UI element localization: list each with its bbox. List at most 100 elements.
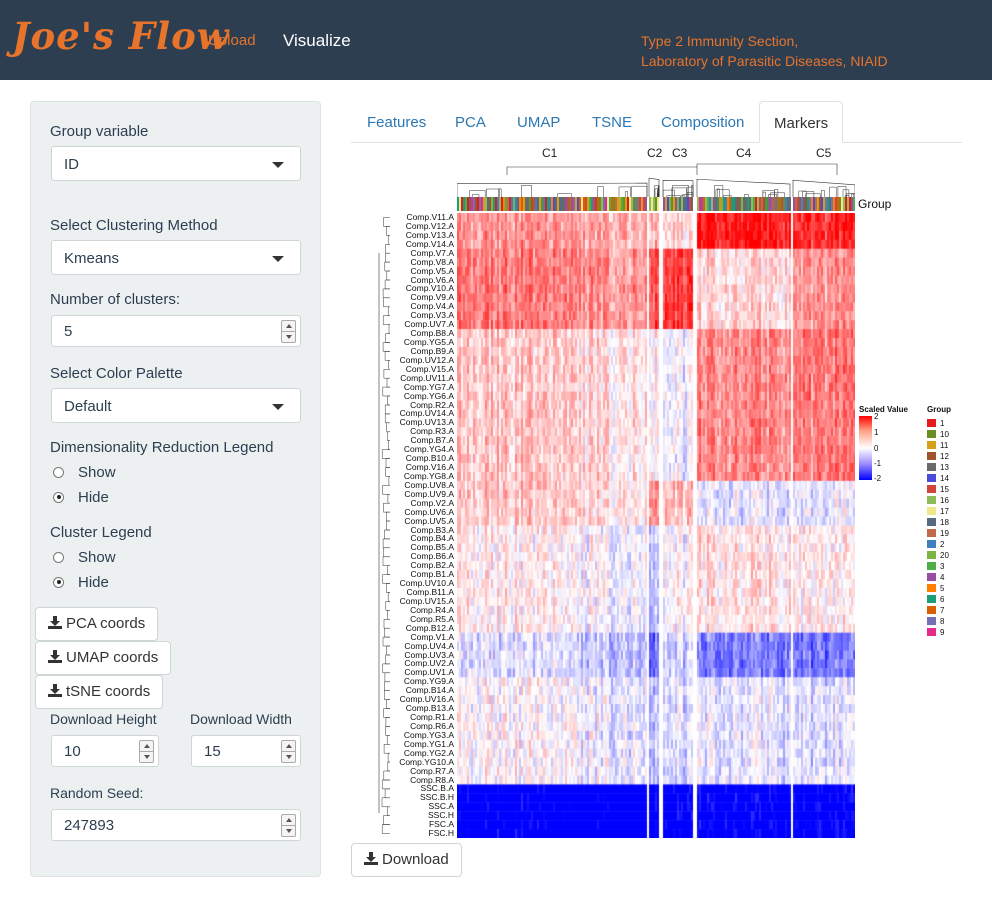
nav-visualize-link[interactable]: Visualize — [283, 31, 351, 50]
heatmap-row-label: Comp.UV13.A — [399, 417, 454, 428]
heatmap-row-label: Comp.V5.A — [410, 265, 454, 276]
heatmap-row-label: Comp.V8.A — [410, 256, 454, 267]
scale-tick: 0 — [874, 444, 879, 453]
heatmap-row-label: Comp.UV15.A — [399, 595, 454, 606]
legend-swatch — [927, 452, 936, 460]
cluster-legend-hide-radio[interactable]: Hide — [53, 574, 109, 591]
group-legend-item: 17 — [927, 507, 949, 516]
heatmap-row-label: Comp.V2.A — [410, 497, 454, 508]
heatmap-row-label: Comp.UV16.A — [399, 694, 454, 705]
num-clusters-input[interactable]: 5 — [51, 315, 301, 347]
legend-label: 1 — [940, 419, 945, 428]
heatmap-row-label: Comp.R4.A — [410, 604, 454, 615]
group-legend-item: 3 — [927, 562, 944, 571]
download-width-label: Download Width — [190, 711, 292, 727]
heatmap-cells — [457, 213, 855, 838]
dimred-legend-label: Dimensionality Reduction Legend — [50, 439, 274, 456]
pca-coords-button[interactable]: PCA coords — [35, 607, 159, 641]
radio-on-icon[interactable] — [53, 491, 64, 503]
spinner-icon[interactable] — [139, 740, 154, 763]
download-height-label: Download Height — [50, 711, 157, 727]
legend-label: 17 — [940, 507, 949, 516]
group-legend-item: 1 — [927, 419, 944, 428]
brand-logo[interactable]: Joe's Flow — [12, 14, 230, 58]
num-clusters-label: Number of clusters: — [50, 291, 181, 308]
heatmap-row-label: Comp.V14.A — [405, 238, 454, 249]
heatmap-row-label: Comp.B8.A — [410, 328, 454, 339]
heatmap-row-label: Comp.R5.A — [410, 613, 454, 624]
spinner-icon[interactable] — [281, 740, 296, 763]
heatmap-row-label: Comp.B7.A — [410, 435, 454, 446]
group-legend-item: 10 — [927, 430, 949, 439]
umap-coords-button[interactable]: UMAP coords — [35, 641, 172, 675]
radio-off-icon[interactable] — [53, 551, 64, 563]
group-legend-title: Group — [927, 405, 951, 414]
legend-swatch — [927, 430, 936, 438]
heatmap-row-label: SSC.B.A — [420, 783, 454, 794]
radio-off-icon[interactable] — [53, 466, 64, 478]
legend-swatch — [927, 485, 936, 493]
legend-label: 8 — [940, 617, 945, 626]
column-dendrogram — [457, 163, 855, 197]
legend-label: 14 — [940, 474, 949, 483]
random-seed-input[interactable]: 247893 — [51, 809, 301, 841]
dimred-legend-hide-radio[interactable]: Hide — [53, 489, 109, 506]
chevron-down-icon — [272, 162, 284, 168]
chevron-down-icon — [272, 404, 284, 410]
color-palette-select[interactable]: Default — [51, 388, 301, 423]
top-navbar: Joe's Flow Upload Visualize Type 2 Immun… — [0, 0, 992, 80]
cluster-label-c4: C4 — [736, 146, 752, 160]
download-width-input[interactable]: 15 — [191, 735, 301, 767]
group-legend-item: 4 — [927, 573, 944, 582]
spinner-icon[interactable] — [281, 814, 296, 837]
legend-swatch — [927, 573, 936, 581]
heatmap-row-label: Comp.YG10.A — [399, 756, 454, 767]
clustering-method-select[interactable]: Kmeans — [51, 240, 301, 275]
legend-label: 12 — [940, 452, 949, 461]
radio-label: Show — [78, 549, 116, 566]
heatmap-row-label: Comp.UV8.A — [404, 479, 454, 490]
tsne-coords-button[interactable]: tSNE coords — [35, 675, 164, 709]
heatmap-row-label: Comp.B5.A — [410, 542, 454, 553]
heatmap-row-label: Comp.V15.A — [405, 363, 454, 374]
tab-markers[interactable]: Markers — [759, 101, 844, 143]
legend-swatch — [927, 551, 936, 559]
num-clusters-value: 5 — [64, 323, 73, 340]
cluster-legend-show-radio[interactable]: Show — [53, 549, 116, 566]
download-icon — [48, 684, 62, 697]
row-labels: Comp.V11.A Comp.V12.A Comp.V13.A Comp.V14.A… — [351, 213, 454, 838]
download-button[interactable]: Download — [351, 843, 462, 877]
heatmap-row-label: Comp.R6.A — [410, 720, 454, 731]
legend-label: 11 — [940, 441, 949, 450]
spinner-icon[interactable] — [281, 320, 296, 343]
heatmap-row-label: Comp.UV11.A — [400, 372, 454, 383]
heatmap-row-label: Comp.UV12.A — [399, 354, 454, 365]
heatmap-row-label: FSC.A — [428, 819, 454, 830]
radio-on-icon[interactable] — [53, 576, 64, 588]
download-height-value: 10 — [64, 743, 81, 760]
tab-bar: Features PCA UMAP TSNE Composition Marke… — [351, 101, 962, 143]
heatmap-row-label: Comp.UV6.A — [404, 506, 454, 517]
group-legend-item: 14 — [927, 474, 949, 483]
tab-pca[interactable]: PCA — [455, 114, 486, 131]
heatmap-row-label: Comp.B3.A — [410, 524, 454, 535]
tab-tsne[interactable]: TSNE — [592, 114, 633, 131]
download-height-input[interactable]: 10 — [51, 735, 159, 767]
chevron-down-icon — [272, 256, 284, 262]
organization-info: Type 2 Immunity Section, Laboratory of P… — [641, 31, 888, 71]
cluster-legend-label: Cluster Legend — [50, 524, 152, 541]
tab-composition[interactable]: Composition — [661, 114, 745, 131]
tab-features[interactable]: Features — [367, 114, 427, 131]
nav-upload-link[interactable]: Upload — [208, 32, 256, 49]
dimred-legend-show-radio[interactable]: Show — [53, 464, 116, 481]
group-annotation-bar — [457, 197, 855, 211]
heatmap-row-label: Comp.B2.A — [410, 560, 454, 571]
legend-label: 2 — [940, 540, 945, 549]
color-palette-label: Select Color Palette — [50, 365, 183, 382]
heatmap-row-label: SSC.A — [428, 801, 454, 812]
tab-umap[interactable]: UMAP — [517, 114, 561, 131]
group-variable-value: ID — [64, 156, 79, 173]
button-label: Download — [382, 851, 449, 868]
group-variable-select[interactable]: ID — [51, 146, 301, 181]
legend-swatch — [927, 474, 936, 482]
